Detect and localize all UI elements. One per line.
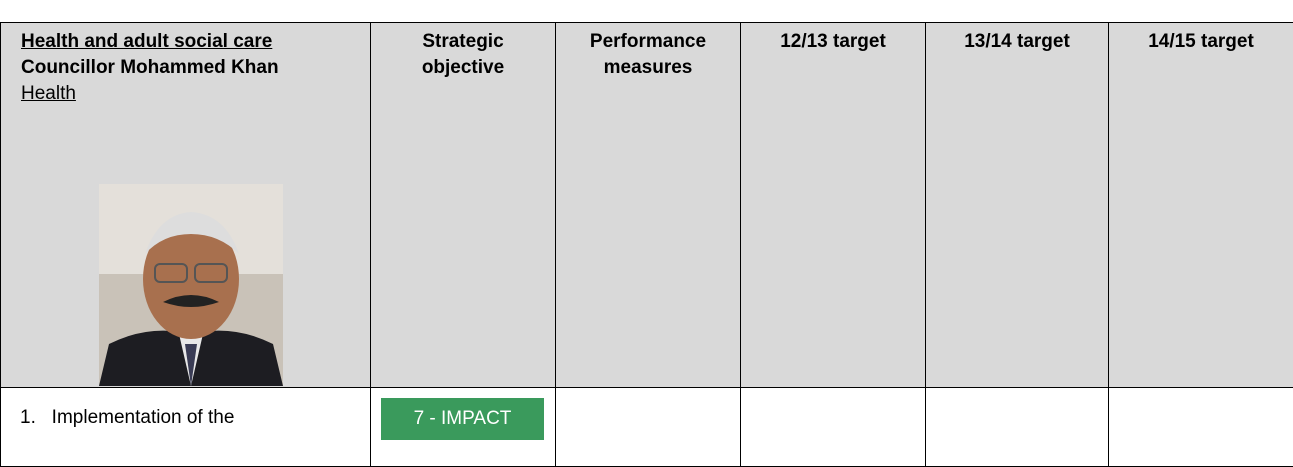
- column-header: 13/14 target: [925, 22, 1109, 388]
- councillor-photo: [99, 184, 283, 386]
- row-cell: [925, 387, 1109, 467]
- row-cell: [555, 387, 741, 467]
- councillor: Councillor Mohammed Khan: [21, 57, 279, 78]
- column-header: Strategic objective: [370, 22, 556, 388]
- page: {"table":{"header":{"portfolio":"Health …: [0, 22, 1293, 467]
- objective-badge: 7 - IMPACT: [381, 398, 544, 440]
- portfolio: Health and adult social care: [21, 31, 273, 52]
- column-header: 12/13 target: [740, 22, 926, 388]
- portfolio-heading: Health and adult social care Councillor …: [21, 29, 350, 81]
- column-header: Performance measures: [555, 22, 741, 388]
- row-cell: [740, 387, 926, 467]
- section: Health: [21, 83, 76, 104]
- row-cell: [1108, 387, 1293, 467]
- column-header: 14/15 target: [1108, 22, 1293, 388]
- row-item: 1. Implementation of the: [20, 407, 235, 428]
